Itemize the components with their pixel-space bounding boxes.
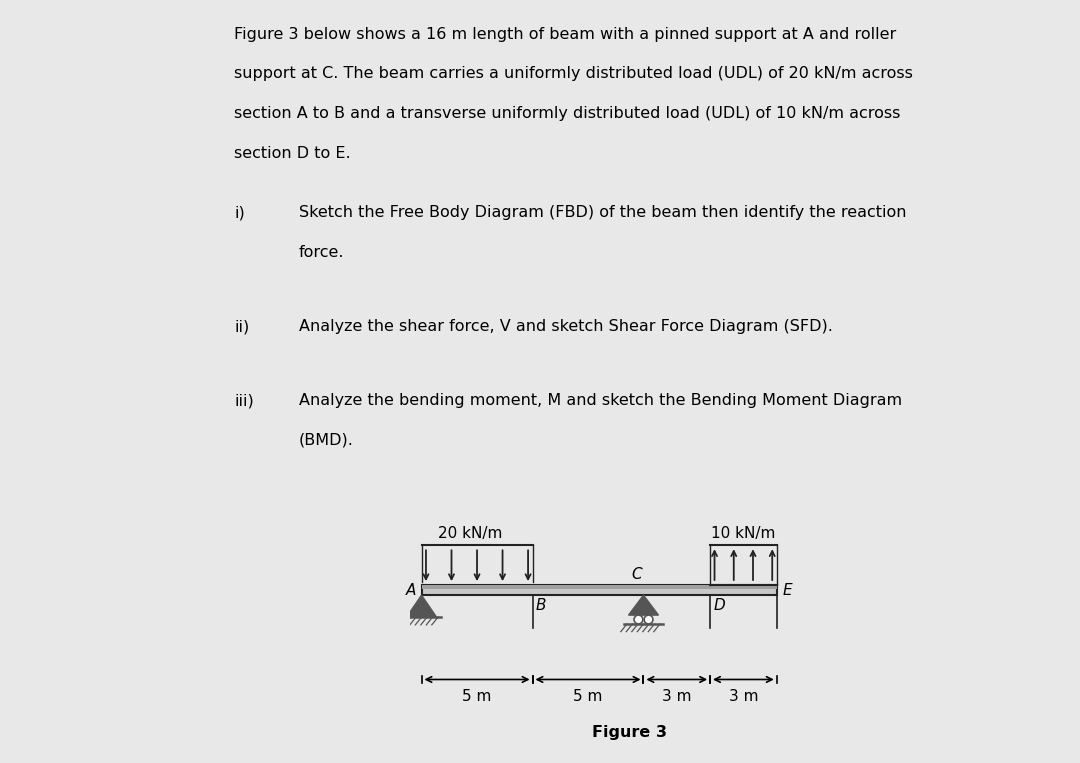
Text: section A to B and a transverse uniformly distributed load (UDL) of 10 kN/m acro: section A to B and a transverse uniforml… <box>234 106 901 121</box>
Polygon shape <box>406 595 436 617</box>
Text: E: E <box>782 583 792 597</box>
Text: Analyze the shear force, V and sketch Shear Force Diagram (SFD).: Analyze the shear force, V and sketch Sh… <box>298 319 833 334</box>
Text: D: D <box>714 598 725 613</box>
Text: 10 kN/m: 10 kN/m <box>712 526 775 541</box>
Text: B: B <box>536 598 546 613</box>
Text: i): i) <box>234 205 245 221</box>
Text: Figure 3 below shows a 16 m length of beam with a pinned support at A and roller: Figure 3 below shows a 16 m length of be… <box>234 27 896 42</box>
Polygon shape <box>629 595 659 615</box>
Text: Analyze the bending moment, M and sketch the Bending Moment Diagram: Analyze the bending moment, M and sketch… <box>298 393 902 408</box>
Text: A: A <box>406 583 416 597</box>
Text: C: C <box>632 567 643 582</box>
Text: 3 m: 3 m <box>729 689 758 703</box>
Text: 20 kN/m: 20 kN/m <box>438 526 502 541</box>
Text: iii): iii) <box>234 393 254 408</box>
Text: section D to E.: section D to E. <box>234 146 351 161</box>
Text: 5 m: 5 m <box>462 689 491 703</box>
Text: support at C. The beam carries a uniformly distributed load (UDL) of 20 kN/m acr: support at C. The beam carries a uniform… <box>234 66 913 82</box>
Bar <box>421 585 777 588</box>
Circle shape <box>644 615 653 624</box>
Bar <box>421 585 777 595</box>
Text: ii): ii) <box>234 319 249 334</box>
Text: Figure 3: Figure 3 <box>592 725 666 740</box>
Text: Sketch the Free Body Diagram (FBD) of the beam then identify the reaction: Sketch the Free Body Diagram (FBD) of th… <box>298 205 906 221</box>
Text: 3 m: 3 m <box>662 689 691 703</box>
Circle shape <box>634 615 643 624</box>
Text: (BMD).: (BMD). <box>298 433 353 448</box>
Text: 5 m: 5 m <box>573 689 603 703</box>
Text: force.: force. <box>298 245 345 260</box>
